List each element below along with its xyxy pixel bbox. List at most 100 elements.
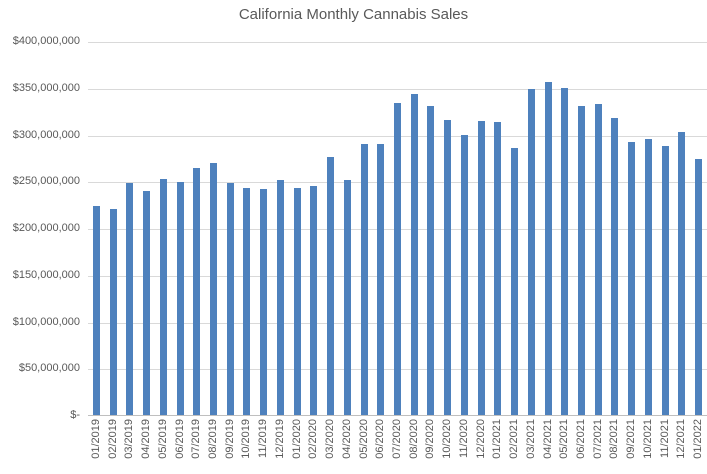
- bar: [209, 162, 217, 415]
- x-tick-label: 03/2019: [123, 419, 136, 459]
- bar: [176, 182, 184, 415]
- bar: [410, 94, 418, 415]
- x-tick-label: 07/2021: [591, 419, 604, 459]
- x-tick-strip: 01/2019: [88, 419, 105, 474]
- bar: [226, 183, 234, 415]
- y-tick-label: $-: [70, 409, 80, 421]
- x-tick-label: 03/2020: [324, 419, 337, 459]
- x-tick-strip: 05/2021: [556, 419, 573, 474]
- x-tick-strip: 01/2020: [289, 419, 306, 474]
- bar: [611, 117, 619, 415]
- x-tick-strip: 06/2020: [372, 419, 389, 474]
- bar: [327, 156, 335, 415]
- x-tick-strip: 01/2021: [490, 419, 507, 474]
- y-tick-label: $50,000,000: [18, 362, 80, 375]
- x-tick-label: 04/2020: [340, 419, 353, 459]
- x-tick-label: 11/2019: [257, 419, 270, 458]
- x-tick-strip: 12/2020: [473, 419, 490, 474]
- y-tick-label: $400,000,000: [12, 35, 80, 47]
- x-tick-label: 06/2020: [374, 419, 387, 459]
- bar: [126, 183, 134, 415]
- x-tick-strip: 12/2019: [272, 419, 289, 474]
- x-tick-label: 01/2022: [692, 419, 705, 459]
- x-tick-strip: 02/2021: [506, 419, 523, 474]
- x-tick-label: 06/2021: [575, 419, 588, 459]
- bar: [527, 88, 535, 415]
- bar: [578, 105, 586, 415]
- y-tick-label: $250,000,000: [12, 175, 80, 188]
- x-tick-strip: 11/2019: [255, 419, 272, 474]
- bar: [109, 209, 117, 415]
- bar: [444, 119, 452, 415]
- x-tick-label: 04/2019: [140, 419, 153, 459]
- y-axis-labels: $- $50,000,000 $100,000,000 $150,000,000 $20…: [0, 35, 81, 421]
- bar: [360, 143, 368, 415]
- bar: [276, 180, 284, 415]
- x-tick-label: 05/2021: [558, 419, 571, 459]
- x-tick-strip: 09/2021: [623, 419, 640, 474]
- x-tick-label: 04/2021: [541, 419, 554, 459]
- x-tick-label: 02/2020: [307, 419, 320, 459]
- chart-title: California Monthly Cannabis Sales: [238, 6, 469, 23]
- x-tick-label: 05/2020: [357, 419, 370, 459]
- x-tick-strip: 03/2020: [322, 419, 339, 474]
- bar: [628, 141, 636, 415]
- x-tick-label: 07/2020: [390, 419, 403, 459]
- x-tick-label: 10/2021: [641, 419, 654, 459]
- x-tick-label: 02/2019: [106, 419, 119, 459]
- bar: [644, 139, 652, 415]
- x-tick-strip: 06/2019: [172, 419, 189, 474]
- x-tick-strip: 04/2020: [339, 419, 356, 474]
- x-tick-strip: 12/2021: [674, 419, 691, 474]
- x-tick-strip: 10/2020: [439, 419, 456, 474]
- x-tick-strip: 10/2019: [239, 419, 256, 474]
- bar: [260, 188, 268, 415]
- bar: [377, 143, 385, 415]
- x-tick-label: 01/2019: [89, 419, 102, 459]
- bar: [477, 121, 485, 415]
- x-tick-label: 10/2019: [240, 419, 253, 459]
- x-tick-strip: 11/2021: [657, 419, 674, 474]
- x-tick-strip: 07/2021: [590, 419, 607, 474]
- x-tick-label: 06/2019: [173, 419, 186, 459]
- x-tick-label: 08/2021: [608, 419, 621, 459]
- x-tick-label: 09/2021: [625, 419, 638, 459]
- x-tick-label: 12/2020: [474, 419, 487, 459]
- x-tick-label: 10/2020: [441, 419, 454, 459]
- x-tick-strip: 08/2021: [607, 419, 624, 474]
- bar: [243, 187, 251, 415]
- x-tick-label: 07/2019: [190, 419, 203, 459]
- x-tick-strip: 07/2019: [188, 419, 205, 474]
- x-tick-strip: 11/2020: [456, 419, 473, 474]
- bar: [460, 134, 468, 415]
- x-tick-strip: 02/2019: [105, 419, 122, 474]
- bar: [544, 82, 552, 415]
- x-tick-strip: 08/2020: [406, 419, 423, 474]
- bar: [310, 185, 318, 415]
- x-tick-label: 11/2021: [658, 419, 671, 458]
- bar: [678, 131, 686, 415]
- y-tick-label: $150,000,000: [12, 268, 80, 281]
- x-tick-label: 01/2021: [491, 419, 504, 459]
- x-tick-strip: 05/2020: [356, 419, 373, 474]
- bar: [293, 187, 301, 415]
- x-tick-label: 03/2021: [524, 419, 537, 459]
- bar: [343, 180, 351, 415]
- y-tick-label: $200,000,000: [12, 222, 80, 234]
- x-tick-strip: 01/2022: [690, 419, 707, 474]
- x-tick-strip: 03/2021: [523, 419, 540, 474]
- x-tick-strip: 04/2021: [540, 419, 557, 474]
- x-tick-strip: 10/2021: [640, 419, 657, 474]
- bar: [494, 122, 502, 415]
- x-tick-label: 01/2020: [290, 419, 303, 459]
- x-tick-strip: 09/2019: [222, 419, 239, 474]
- bar: [511, 147, 519, 415]
- x-tick-strip: 05/2019: [155, 419, 172, 474]
- y-tick-label: $300,000,000: [12, 128, 80, 141]
- x-axis-labels: 01/2019 02/2019 03/2019 04/2019 05/2019 06/20…: [88, 419, 707, 474]
- bar: [661, 145, 669, 415]
- x-tick-label: 02/2021: [508, 419, 521, 459]
- bar: [143, 190, 151, 415]
- bar: [92, 205, 100, 415]
